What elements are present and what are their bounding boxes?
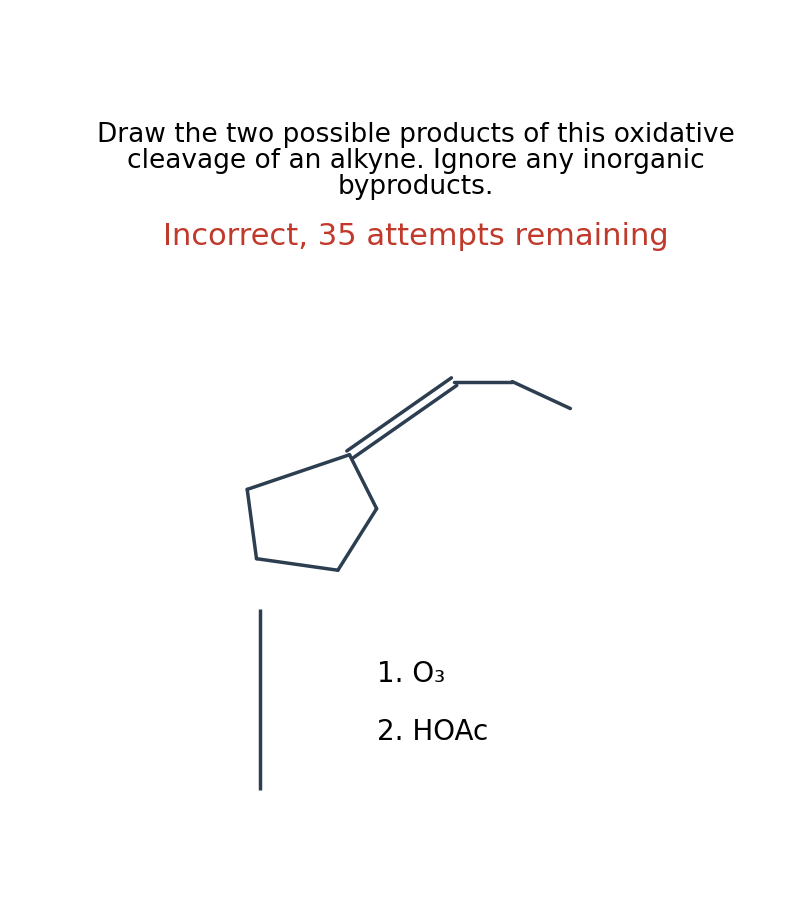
Text: 1. O₃: 1. O₃ <box>376 660 444 688</box>
Text: Incorrect, 35 attempts remaining: Incorrect, 35 attempts remaining <box>163 222 668 251</box>
Text: cleavage of an alkyne. Ignore any inorganic: cleavage of an alkyne. Ignore any inorga… <box>127 148 704 174</box>
Text: 2. HOAc: 2. HOAc <box>376 718 487 746</box>
Text: Draw the two possible products of this oxidative: Draw the two possible products of this o… <box>97 122 734 148</box>
Text: byproducts.: byproducts. <box>337 174 494 200</box>
